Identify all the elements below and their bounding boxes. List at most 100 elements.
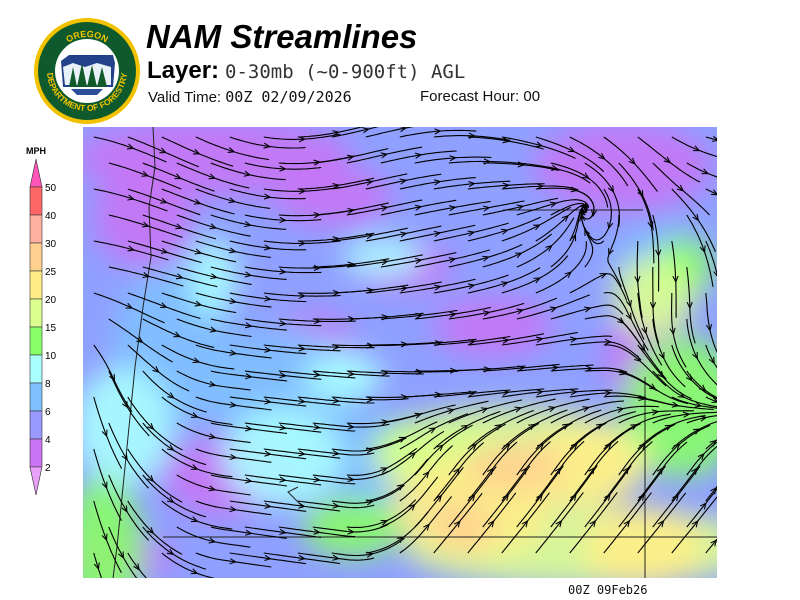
streamline [713, 439, 717, 443]
streamline [618, 370, 653, 388]
streamline [652, 214, 659, 253]
streamline [537, 206, 572, 227]
streamline [171, 395, 207, 413]
streamline [637, 292, 645, 331]
streamline [231, 150, 270, 161]
streamline [380, 316, 419, 320]
streamline [195, 136, 232, 151]
streamline [301, 453, 341, 459]
streamline [312, 157, 351, 164]
forecast-hour: Forecast Hour: 00 [420, 88, 540, 105]
streamline [316, 531, 356, 538]
streamline [569, 393, 608, 398]
streamline [233, 456, 272, 463]
streamline [482, 207, 521, 216]
streamline [696, 217, 716, 253]
streamline [335, 452, 375, 456]
streamline [297, 345, 336, 347]
legend-tick-label: 10 [45, 351, 57, 362]
streamline [127, 552, 138, 568]
streamline [137, 567, 147, 578]
streamline [399, 395, 438, 397]
streamline [535, 218, 566, 242]
legend-swatch [29, 382, 43, 412]
streamline [457, 492, 483, 524]
streamline [520, 197, 559, 208]
streamline [667, 160, 701, 183]
streamline [146, 275, 184, 287]
streamline [402, 421, 438, 440]
streamline [437, 278, 476, 288]
streamline [195, 396, 234, 405]
streamline [686, 266, 690, 305]
streamline [414, 259, 453, 268]
streamline [263, 552, 302, 558]
streamline [652, 162, 681, 189]
streamline [418, 404, 456, 416]
streamline [229, 344, 268, 350]
streamline [161, 396, 195, 416]
streamline [703, 249, 714, 287]
streamline [93, 396, 106, 434]
streamline [301, 505, 341, 512]
streamline [708, 327, 717, 354]
streamline [573, 465, 598, 497]
streamline [346, 208, 385, 216]
streamline [302, 294, 341, 297]
streamline [380, 455, 413, 476]
streamline [433, 342, 472, 346]
streamline [437, 224, 476, 234]
streamline [176, 370, 213, 385]
streamline [484, 399, 523, 410]
streamline [501, 226, 538, 242]
streamline [121, 555, 138, 578]
streamline [611, 189, 620, 227]
streamline [278, 526, 317, 532]
streamline [129, 306, 165, 324]
streamline [108, 474, 126, 510]
streamline [715, 400, 717, 403]
streamline [161, 136, 197, 153]
streamline [380, 155, 419, 164]
streamline [384, 199, 423, 209]
streamline [194, 415, 233, 426]
streamline [399, 474, 427, 502]
streamline [179, 276, 218, 288]
streamline [403, 173, 442, 182]
streamline [93, 344, 114, 378]
streamline [267, 401, 307, 407]
streamline [297, 448, 336, 454]
streamline [112, 377, 133, 413]
streamline [178, 176, 215, 192]
streamline [603, 523, 628, 554]
streamline [282, 323, 322, 327]
streamline [346, 262, 385, 268]
streamline [229, 396, 268, 402]
speed-region [93, 167, 193, 267]
streamline [105, 433, 123, 469]
streamline [695, 355, 717, 386]
streamline [233, 352, 272, 359]
streamline [482, 311, 521, 320]
streamline [282, 531, 322, 538]
streamline [278, 215, 317, 216]
streamline [301, 557, 341, 565]
streamline [705, 442, 714, 450]
streamline [504, 267, 541, 284]
legend-swatch [29, 186, 43, 216]
legend-tick-label: 8 [45, 379, 51, 390]
streamline [108, 318, 141, 341]
streamline [331, 236, 370, 242]
streamline [655, 410, 694, 413]
streamline [163, 305, 201, 320]
layer-label: Layer: [147, 57, 220, 84]
legend-swatch [29, 270, 43, 300]
streamline [127, 500, 152, 531]
streamline [491, 492, 517, 524]
streamline [301, 400, 341, 406]
streamline [414, 158, 453, 164]
streamline [229, 136, 267, 146]
streamline [229, 292, 268, 299]
streamline [680, 188, 710, 216]
streamline [433, 233, 472, 242]
